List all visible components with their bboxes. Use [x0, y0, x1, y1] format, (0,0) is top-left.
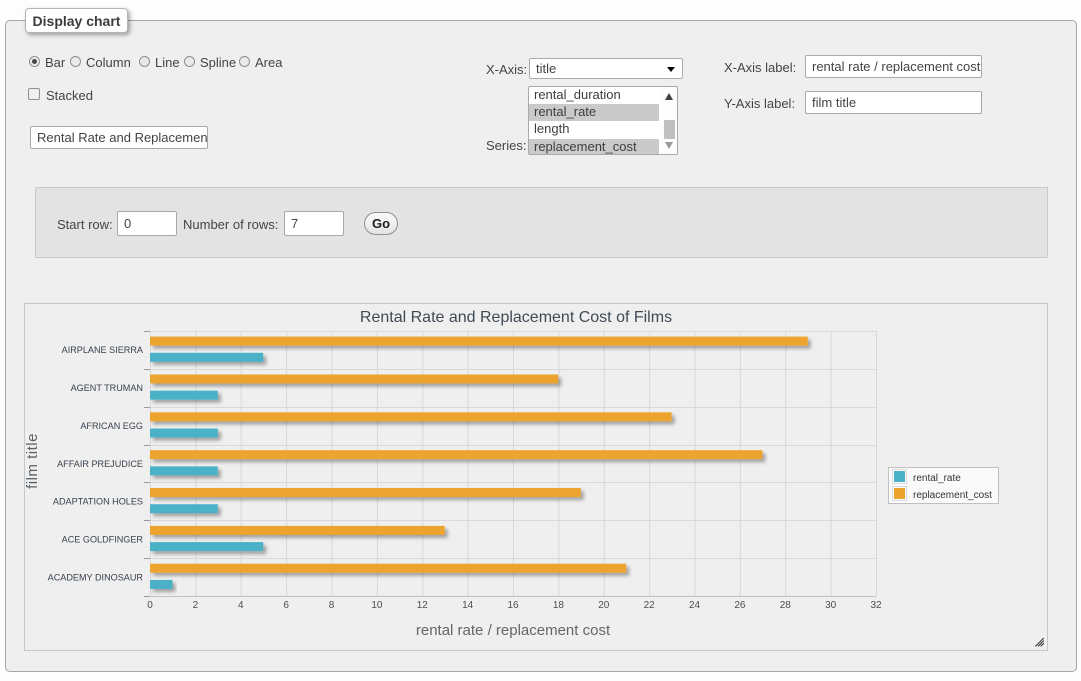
svg-text:26: 26 — [734, 600, 746, 611]
svg-text:0: 0 — [147, 600, 153, 611]
svg-text:AFFAIR PREJUDICE: AFFAIR PREJUDICE — [57, 459, 143, 469]
svg-text:30: 30 — [825, 600, 837, 611]
svg-text:32: 32 — [870, 600, 882, 611]
svg-text:10: 10 — [371, 600, 383, 611]
svg-text:4: 4 — [238, 600, 244, 611]
svg-text:22: 22 — [644, 600, 656, 611]
svg-text:16: 16 — [507, 600, 519, 611]
svg-text:rental rate / replacement cost: rental rate / replacement cost — [416, 622, 611, 639]
svg-text:Rental Rate and Replacement Co: Rental Rate and Replacement Cost of Film… — [360, 309, 672, 326]
svg-text:28: 28 — [780, 600, 792, 611]
svg-text:18: 18 — [553, 600, 565, 611]
svg-text:2: 2 — [193, 600, 199, 611]
svg-text:8: 8 — [329, 600, 335, 611]
svg-text:24: 24 — [689, 600, 701, 611]
svg-text:14: 14 — [462, 600, 474, 611]
svg-text:ACE GOLDFINGER: ACE GOLDFINGER — [62, 535, 144, 545]
svg-text:replacement_cost: replacement_cost — [913, 490, 992, 501]
svg-text:AGENT TRUMAN: AGENT TRUMAN — [71, 383, 143, 393]
svg-text:film title: film title — [24, 433, 41, 489]
svg-text:6: 6 — [283, 600, 289, 611]
svg-text:AFRICAN EGG: AFRICAN EGG — [80, 421, 143, 431]
svg-text:ADAPTATION HOLES: ADAPTATION HOLES — [53, 497, 143, 507]
svg-text:AIRPLANE SIERRA: AIRPLANE SIERRA — [62, 345, 144, 355]
svg-text:12: 12 — [417, 600, 429, 611]
svg-text:ACADEMY DINOSAUR: ACADEMY DINOSAUR — [48, 572, 144, 582]
svg-text:20: 20 — [598, 600, 610, 611]
svg-text:rental_rate: rental_rate — [913, 473, 961, 484]
